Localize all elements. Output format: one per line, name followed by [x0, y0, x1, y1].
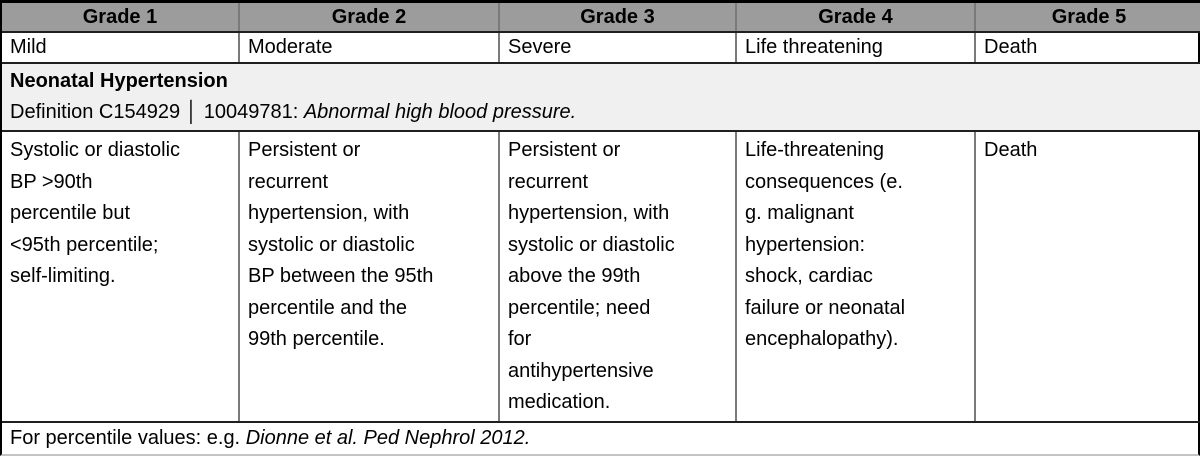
- term-name: Neonatal Hypertension: [10, 70, 228, 92]
- grade-5-description: Death: [984, 139, 1038, 161]
- grade-4-description: Life-threatening consequences (e. g. mal…: [745, 139, 906, 350]
- footnote-cell: For percentile values: e.g. Dionne et al…: [2, 422, 1200, 454]
- grade-2-qualifier: Moderate: [239, 32, 500, 64]
- term-definition-line: Definition C154929 │ 10049781: Abnormal …: [10, 97, 1196, 128]
- grade-1-header: Grade 1: [2, 3, 240, 33]
- grade-4-qualifier: Life threatening: [736, 32, 976, 64]
- grade-header-row: Grade 1 Grade 2 Grade 3 Grade 4 Grade 5: [2, 3, 1200, 33]
- grade-5-qualifier: Death: [975, 32, 1200, 64]
- severity-qualifier-row: Mild Moderate Severe Life threatening De…: [2, 32, 1200, 64]
- footnote-prefix: For percentile values: e.g.: [10, 426, 246, 449]
- grade-2-header: Grade 2: [239, 3, 500, 33]
- grade-5-description-cell: Death: [975, 131, 1200, 423]
- grade-3-description-cell: Persistent or recurrent hypertension, wi…: [499, 131, 737, 423]
- grade-5-header: Grade 5: [975, 3, 1200, 33]
- grade-1-description-cell: Systolic or diastolic BP >90th percentil…: [2, 131, 240, 423]
- grade-1-qualifier: Mild: [2, 32, 240, 64]
- term-definition-codes: Definition C154929 │ 10049781:: [10, 101, 304, 123]
- grade-2-description: Persistent or recurrent hypertension, wi…: [248, 139, 434, 350]
- grade-3-header: Grade 3: [499, 3, 737, 33]
- grade-1-description: Systolic or diastolic BP >90th percentil…: [10, 139, 181, 287]
- term-definition-row: Neonatal Hypertension Definition C154929…: [2, 63, 1200, 132]
- grade-description-row: Systolic or diastolic BP >90th percentil…: [2, 131, 1200, 423]
- adverse-event-grading-table: Grade 1 Grade 2 Grade 3 Grade 4 Grade 5 …: [2, 3, 1200, 454]
- grade-3-description: Persistent or recurrent hypertension, wi…: [508, 139, 675, 413]
- footnote-citation: Dionne et al. Ped Nephrol 2012.: [245, 426, 531, 449]
- grade-3-qualifier: Severe: [499, 32, 737, 64]
- term-definition-text: Abnormal high blood pressure.: [303, 101, 577, 123]
- grade-4-description-cell: Life-threatening consequences (e. g. mal…: [736, 131, 976, 423]
- footnote-row: For percentile values: e.g. Dionne et al…: [2, 422, 1200, 454]
- grade-2-description-cell: Persistent or recurrent hypertension, wi…: [239, 131, 500, 423]
- grade-4-header: Grade 4: [736, 3, 976, 33]
